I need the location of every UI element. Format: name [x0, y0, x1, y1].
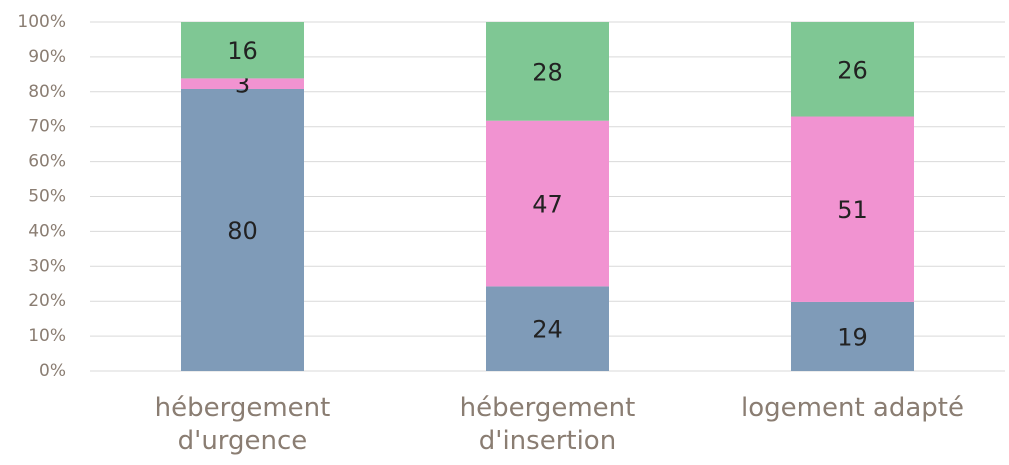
y-tick-label: 40% [28, 221, 66, 241]
y-tick-label: 0% [39, 361, 66, 381]
y-tick-label: 80% [28, 82, 66, 102]
data-label: 19 [837, 323, 868, 351]
bar-segment [181, 78, 304, 89]
data-label: 80 [227, 217, 258, 245]
data-label: 51 [837, 196, 868, 224]
data-label: 28 [532, 58, 563, 86]
bar-segment [486, 286, 609, 371]
data-label: 47 [532, 191, 563, 219]
bar-segment [181, 22, 304, 79]
bar-segment [791, 22, 914, 117]
data-label: 24 [532, 316, 563, 344]
y-tick-label: 10% [28, 326, 66, 346]
x-tick-label: logement adapté [741, 393, 964, 423]
y-tick-label: 90% [28, 47, 66, 67]
bar-segment [486, 22, 609, 121]
x-tick-label: hébergement d'urgence [154, 393, 331, 456]
bar-segment [486, 120, 609, 287]
bar-segment [791, 301, 914, 371]
y-tick-label: 30% [28, 256, 66, 276]
y-tick-label: 60% [28, 152, 66, 172]
x-tick-label: hébergement d'insertion [459, 393, 636, 456]
y-tick-label: 50% [28, 187, 66, 207]
data-label: 26 [837, 56, 868, 84]
y-tick-label: 70% [28, 117, 66, 137]
y-tick-label: 20% [28, 291, 66, 311]
bar-segment [181, 88, 304, 371]
y-tick-label: 100% [17, 12, 66, 32]
bar-segment [791, 116, 914, 302]
data-label: 16 [227, 37, 258, 65]
